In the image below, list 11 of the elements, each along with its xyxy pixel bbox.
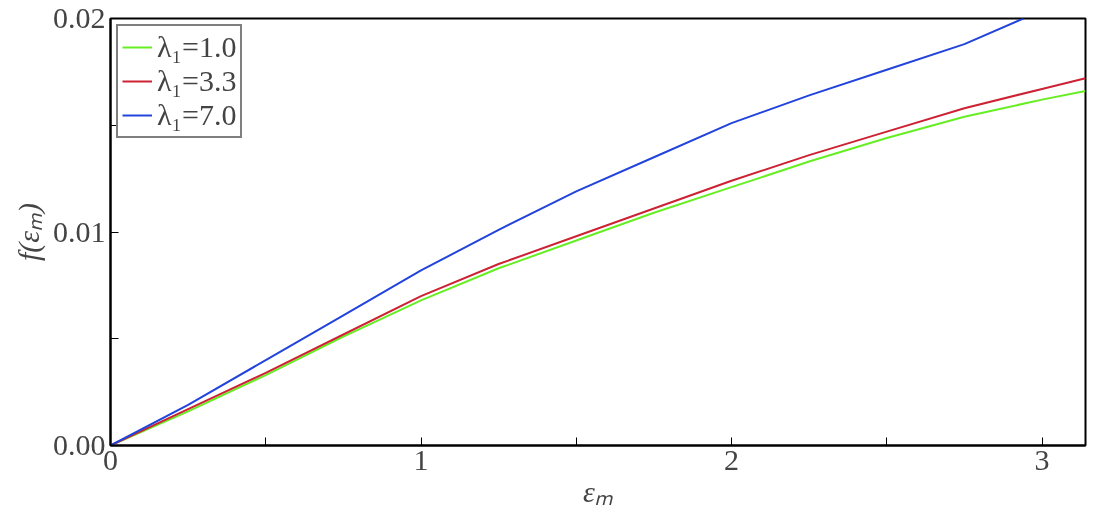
x-tick-label: 1: [413, 442, 429, 476]
y-tick-label: 0.01: [53, 214, 106, 248]
line-series: [110, 18, 1025, 446]
x-axis-title: εₘ: [583, 474, 613, 508]
legend-label: λ₁=3.3: [157, 64, 237, 98]
x-tick-label: 3: [1034, 442, 1050, 476]
legend-label: λ₁=1.0: [157, 30, 237, 64]
legend-label: λ₁=7.0: [157, 98, 237, 132]
x-tick-label: 2: [724, 442, 740, 476]
y-axis-title: f(εₘ): [12, 202, 46, 262]
y-tick-label: 0.02: [53, 1, 106, 34]
